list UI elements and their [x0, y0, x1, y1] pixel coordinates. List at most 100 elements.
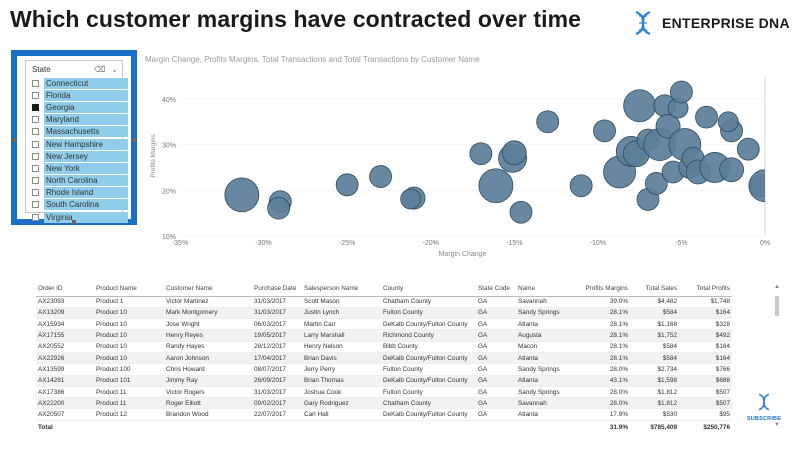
column-header[interactable]: Order ID — [36, 282, 94, 297]
bubble-point[interactable] — [267, 196, 291, 220]
slicer-item[interactable]: South Carolina — [32, 199, 128, 211]
column-header[interactable]: State Code — [476, 282, 516, 297]
x-tick-label: -25% — [339, 240, 355, 247]
slicer-checkbox[interactable] — [32, 164, 39, 172]
table-cell: Carl Hall — [302, 408, 381, 421]
column-header[interactable]: Total Sales — [630, 282, 679, 297]
bubble-point[interactable] — [695, 105, 718, 129]
table-row[interactable]: AX20507 Product 12 Brandon Wood 22/07/2017 C… — [36, 408, 732, 421]
column-header[interactable]: Salesperson Name — [302, 282, 381, 297]
column-header[interactable]: County — [381, 282, 476, 297]
bubble-point[interactable] — [469, 142, 493, 166]
table-cell: Product 100 — [94, 363, 164, 376]
slicer-checkbox[interactable] — [32, 201, 39, 209]
subscribe-badge[interactable]: SUBSCRIBE — [742, 393, 786, 422]
bubble-point[interactable] — [670, 80, 693, 104]
slicer-checkbox[interactable] — [32, 128, 39, 136]
table-row[interactable]: AX22200 Product 11 Roger Elliott 09/02/2017… — [36, 397, 732, 410]
table-cell: AX17386 — [36, 386, 94, 399]
column-header[interactable]: Total Profits — [679, 282, 732, 297]
slicer-checkbox[interactable] — [32, 103, 39, 111]
brand-name: ENTERPRISE DNA — [662, 15, 790, 31]
bubble-point[interactable] — [501, 140, 527, 166]
slicer-item[interactable]: Georgia — [32, 101, 128, 113]
slicer-item[interactable]: Virginia — [32, 211, 128, 223]
table-row[interactable]: AX13599 Product 100 Chris Howard 08/07/2017… — [36, 363, 732, 376]
scroll-thumb[interactable] — [775, 296, 779, 316]
table-cell: 09/02/2017 — [252, 397, 302, 410]
bubble-point[interactable] — [536, 110, 560, 134]
slicer-checkbox[interactable] — [32, 152, 39, 160]
bubble-point[interactable] — [748, 169, 775, 203]
bubble-point[interactable] — [335, 173, 359, 197]
table-cell: Jimmy Ray — [164, 375, 252, 387]
resize-handle[interactable] — [12, 138, 16, 142]
total-cell — [252, 419, 302, 434]
eraser-icon[interactable]: ⌫ — [93, 64, 106, 74]
slicer-item[interactable]: North Carolina — [32, 175, 128, 187]
table-total-row: Total 31.9% $785,409 $250,776 — [36, 419, 732, 434]
slicer-checkbox[interactable] — [32, 213, 39, 221]
slicer-item[interactable]: Maryland — [32, 114, 128, 126]
table-cell: 19/05/2017 — [252, 329, 302, 342]
scatter-chart: 10% 20% 30% 40% -35% -30% -25% -20% -15% -10% -5% 0… — [150, 76, 775, 258]
column-header[interactable]: Name — [516, 282, 576, 297]
table-row[interactable]: AX13209 Product 10 Mark Montgomery 31/03/20… — [36, 307, 732, 320]
bubble-point[interactable] — [623, 89, 657, 123]
slicer-item[interactable]: Rhode Island — [32, 187, 128, 199]
bubble-point[interactable] — [224, 177, 260, 213]
chevron-down-icon[interactable]: ⌄ — [111, 64, 118, 74]
table-cell: AX20507 — [36, 408, 94, 421]
bubble-point[interactable] — [369, 165, 392, 188]
slicer-item[interactable]: Massachusetts — [32, 126, 128, 138]
bubble-point[interactable] — [478, 168, 514, 204]
slicer-checkbox[interactable] — [32, 91, 39, 99]
table-row[interactable]: AX17386 Product 11 Victor Rogers 31/03/2017… — [36, 386, 732, 399]
resize-handle[interactable] — [132, 138, 136, 142]
slicer-item[interactable]: New Jersey — [32, 150, 128, 162]
total-cell — [381, 419, 476, 434]
column-header[interactable]: Profits Margins — [576, 282, 630, 297]
slicer-item[interactable]: New York — [32, 162, 128, 174]
slicer-checkbox[interactable] — [32, 79, 39, 87]
table-cell: $530 — [630, 408, 679, 421]
table-cell: GA — [476, 386, 516, 399]
table-cell: Brian Thomas — [302, 375, 381, 387]
table-cell: 17.9% — [576, 408, 630, 421]
state-slicer: State ⌫ ⌄ Connecticut Florida Georgia Maryl… — [11, 50, 137, 225]
table-row[interactable]: AX17155 Product 10 Henry Reyes 19/05/2017 La… — [36, 329, 732, 342]
table-row[interactable]: AX22926 Product 10 Aaron Johnson 17/04/2017… — [36, 352, 732, 365]
bubble-point[interactable] — [719, 157, 744, 183]
bubble-point[interactable] — [400, 188, 422, 210]
scroll-up-icon[interactable]: ▲ — [774, 284, 780, 290]
table-row[interactable]: AX15934 Product 10 Jose Wright 06/03/2017 Ma… — [36, 318, 732, 331]
slicer-checkbox[interactable] — [32, 177, 39, 185]
slicer-item[interactable]: New Hampshire — [32, 138, 128, 150]
slicer-checkbox[interactable] — [32, 189, 39, 197]
table-cell: 31/03/2017 — [252, 307, 302, 320]
table-row[interactable]: AX23093 Product 1 Victor Martinez 31/03/201… — [36, 296, 732, 308]
table-row[interactable]: AX20552 Product 10 Randy Hayes 28/12/2017 He… — [36, 341, 732, 353]
bubble-point[interactable] — [593, 119, 616, 143]
slicer-item[interactable]: Florida — [32, 89, 128, 101]
column-header[interactable]: Product Name — [94, 282, 164, 297]
slicer-item[interactable]: Connecticut — [32, 77, 128, 89]
bubble-point[interactable] — [569, 174, 593, 198]
resize-handle[interactable] — [72, 220, 76, 224]
slicer-checkbox[interactable] — [32, 140, 39, 148]
bubble-point[interactable] — [509, 200, 533, 224]
table-scrollbar[interactable]: ▲ ▼ — [774, 284, 780, 434]
table-cell: $584 — [630, 341, 679, 353]
table-cell: GA — [476, 341, 516, 353]
bubble-point[interactable] — [644, 172, 668, 195]
table-row[interactable]: AX14281 Product 101 Jimmy Ray 26/09/2017 Bri… — [36, 375, 732, 387]
slicer-checkbox[interactable] — [32, 116, 39, 124]
slicer-item-label: New York — [44, 162, 128, 174]
table-cell: Product 10 — [94, 329, 164, 342]
table-cell: 28.1% — [576, 352, 630, 365]
bubble-point[interactable] — [717, 111, 739, 133]
column-header[interactable]: Customer Name — [164, 282, 252, 297]
scroll-down-icon[interactable]: ▼ — [774, 422, 780, 428]
column-header[interactable]: Purchase Date — [252, 282, 302, 297]
bubble-point[interactable] — [736, 137, 760, 161]
